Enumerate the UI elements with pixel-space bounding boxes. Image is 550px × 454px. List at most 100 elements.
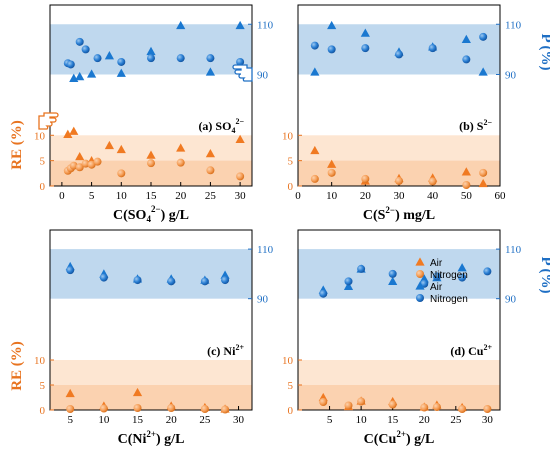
x-axis-title: C(Cu2+) g/L (364, 429, 435, 447)
x-tick-label: 30 (235, 190, 247, 202)
re-nitrogen-point (395, 176, 403, 185)
re-tick-label: 10 (282, 355, 294, 367)
p-axis-title-top: P (%) (538, 33, 550, 70)
re-nitrogen-point (206, 166, 215, 175)
re-tick-label: 5 (40, 156, 46, 168)
p-air-point (235, 20, 245, 30)
re-nitrogen-point (236, 172, 245, 181)
p-nitrogen-point (147, 54, 155, 63)
p-nitrogen-point (388, 269, 397, 278)
x-tick-label: 20 (360, 190, 372, 202)
p-tick-label: 110 (257, 19, 274, 31)
re-nitrogen-point (176, 158, 185, 167)
re-nitrogen-point (117, 169, 126, 178)
hand-pointer-left-icon (38, 112, 59, 130)
band-p (50, 249, 252, 299)
re-nitrogen-point (428, 177, 437, 186)
p-air-point (419, 274, 429, 283)
p-air-point (461, 34, 471, 44)
re-air-point (63, 129, 73, 138)
p-nitrogen-point (133, 276, 142, 285)
re-nitrogen-point (479, 168, 488, 177)
p-air-point (104, 51, 115, 60)
re-nitrogen-point (310, 174, 319, 183)
p-air-point (86, 69, 97, 78)
re-air-point (75, 151, 85, 161)
hand-pointer-right-icon (232, 64, 253, 82)
re-nitrogen-point (361, 174, 370, 183)
re-nitrogen-point (319, 398, 328, 406)
legend-label: Air (430, 282, 443, 293)
x-tick-label: 25 (450, 414, 462, 426)
p-air-point (176, 20, 186, 30)
re-tick-label: 0 (40, 405, 46, 417)
re-air-point (205, 148, 216, 158)
x-tick-label: 5 (89, 190, 95, 202)
re-nitrogen-point (458, 405, 467, 413)
legend-label: Air (430, 258, 443, 269)
p-air-point (205, 67, 216, 76)
legend-label: Nitrogen (430, 270, 468, 281)
re-nitrogen-point (420, 403, 429, 412)
re-air-point (327, 159, 337, 168)
legend-label: Nitrogen (430, 294, 468, 305)
p-air-point (75, 71, 85, 81)
p-nitrogen-point (310, 41, 319, 50)
plot-frame (49, 229, 253, 411)
p-air-point (327, 20, 337, 30)
legend-marker-nitrogen (416, 294, 424, 302)
p-nitrogen-point (75, 37, 84, 46)
p-air-point (310, 67, 320, 76)
x-axis-title: C(S2−) mg/L (363, 205, 435, 223)
re-tick-label: 10 (282, 130, 294, 142)
panel-label: (b) S2− (459, 118, 492, 133)
re-nitrogen-point (167, 404, 176, 412)
x-tick-label: 15 (132, 414, 144, 426)
re-nitrogen-point (483, 405, 492, 413)
re-air-point (235, 134, 245, 144)
re-nitrogen-point (221, 405, 230, 414)
p-air-point (220, 270, 230, 279)
re-tick-label: 10 (34, 355, 46, 367)
x-tick-label: 20 (419, 414, 431, 426)
re-air-point (478, 178, 488, 188)
re-nitrogen-point (147, 159, 155, 168)
band-p (298, 249, 500, 299)
p-nitrogen-point (462, 55, 471, 64)
re-nitrogen-point (327, 168, 336, 177)
p-nitrogen-point (167, 277, 176, 286)
x-tick-label: 40 (427, 190, 439, 202)
re-tick-label: 5 (288, 380, 294, 392)
re-axis-title-bottom: RE (%) (9, 341, 25, 391)
p-tick-label: 90 (505, 70, 517, 82)
re-air-point (65, 388, 75, 398)
re-air-point (69, 126, 79, 135)
x-tick-label: 10 (98, 414, 110, 426)
re-nitrogen-point (357, 397, 366, 406)
p-tick-label: 90 (257, 70, 269, 82)
p-nitrogen-point (93, 54, 102, 63)
re-tick-label: 5 (40, 380, 46, 392)
band-re-inner (298, 385, 500, 410)
re-tick-label: 10 (34, 130, 46, 142)
p-nitrogen-point (81, 45, 90, 54)
p-nitrogen-point (479, 32, 488, 41)
p-nitrogen-point (66, 266, 75, 275)
p-nitrogen-point (206, 54, 215, 63)
x-tick-label: 30 (482, 414, 494, 426)
p-nitrogen-point (117, 57, 126, 66)
x-tick-label: 20 (175, 190, 187, 202)
re-air-point (146, 150, 156, 159)
panel-d: 5 10 15 20 25 30 0 5 10 90 110 (d) Cu2+ C(Cu2+) g/L (282, 229, 522, 447)
p-air-point (478, 67, 488, 76)
p-air-point (146, 46, 156, 56)
re-air-point (176, 143, 186, 152)
p-tick-label: 110 (505, 19, 522, 31)
p-nitrogen-point (327, 45, 336, 54)
x-tick-label: 30 (233, 414, 245, 426)
x-tick-label: 60 (495, 190, 507, 202)
p-tick-label: 110 (257, 244, 274, 256)
p-air-point (360, 28, 370, 37)
panel-a: 0 5 10 15 20 25 30 0 5 10 90 110 (a) SO42− C(SO42−) g… (34, 4, 274, 224)
band-re-inner (50, 385, 252, 410)
